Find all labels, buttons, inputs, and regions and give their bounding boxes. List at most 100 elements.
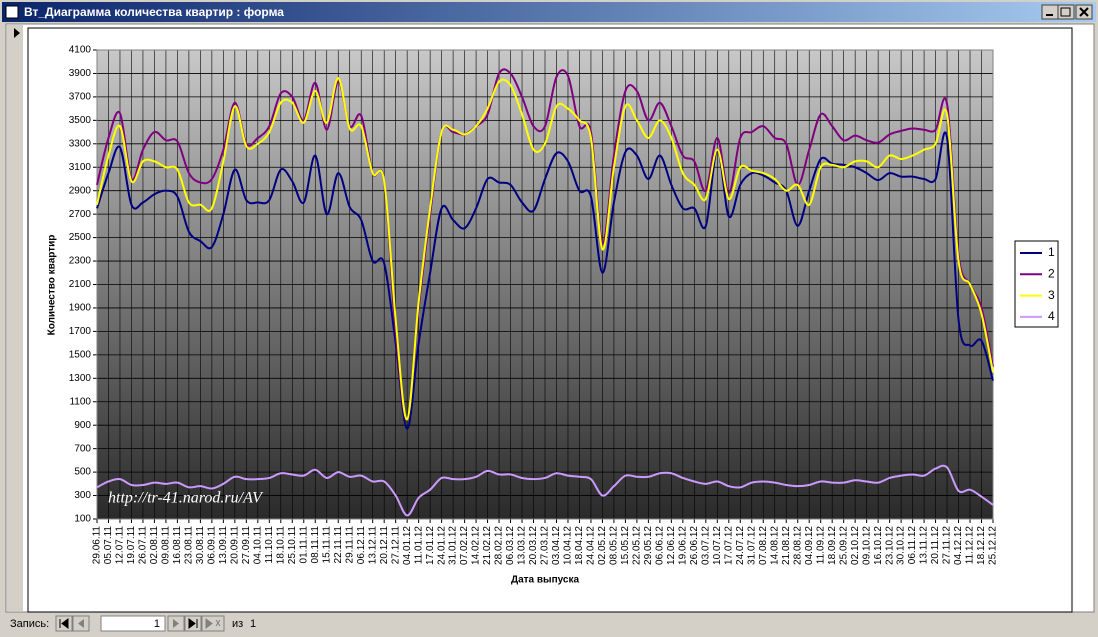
y-tick-label: 3100 <box>69 162 92 173</box>
record-selector[interactable] <box>7 25 23 611</box>
x-tick-label: 21.02.12 <box>482 526 493 565</box>
y-tick-label: 2100 <box>69 279 92 290</box>
x-tick-label: 23.08.11 <box>184 526 195 565</box>
next-glyph <box>173 619 179 628</box>
nav-of: из <box>232 618 243 630</box>
last-glyph <box>188 618 198 629</box>
x-tick-label: 06.12.11 <box>356 526 367 565</box>
prev-glyph <box>78 619 84 628</box>
x-tick-label: 10.07.12 <box>712 526 723 565</box>
y-tick-label: 900 <box>74 420 91 431</box>
y-tick-label: 2300 <box>69 256 92 267</box>
legend <box>1014 240 1059 328</box>
x-tick-label: 31.01.12 <box>448 526 459 565</box>
y-tick-label: 1900 <box>69 303 92 314</box>
y-axis-label: Количество квартир <box>47 235 58 336</box>
x-tick-label: 20.11.12 <box>930 526 941 565</box>
nav-buttons[interactable]: 1 <box>55 615 225 632</box>
x-tick-label: 04.01.12 <box>402 526 413 565</box>
x-tick-label: 02.08.11 <box>149 526 160 565</box>
x-tick-label: 18.09.12 <box>827 526 838 565</box>
x-tick-label: 18.12.12 <box>976 526 987 565</box>
x-tick-label: 28.08.12 <box>792 526 803 565</box>
title-bar <box>2 2 1096 22</box>
x-tick-label: 11.09.12 <box>815 526 826 565</box>
x-tick-label: 07.08.12 <box>758 526 769 565</box>
x-tick-label: 24.01.12 <box>436 526 447 565</box>
plot-border <box>96 49 994 520</box>
x-tick-label: 04.09.12 <box>804 526 815 565</box>
x-tick-label: 28.02.12 <box>494 526 505 565</box>
x-tick-label: 14.08.12 <box>769 526 780 565</box>
x-tick-label: 22.05.12 <box>632 526 643 565</box>
record-pointer <box>14 28 20 38</box>
y-tick-label: 700 <box>74 443 91 454</box>
x-tick-label: 17.07.12 <box>723 526 734 565</box>
x-tick-label: 08.05.12 <box>609 526 620 565</box>
maximize-button[interactable] <box>1057 4 1075 20</box>
minimize-button[interactable] <box>1041 4 1059 20</box>
nav-label: Запись: <box>10 618 49 630</box>
x-tick-label: 18.04.12 <box>574 526 585 565</box>
x-tick-label: 01.11.11 <box>298 526 309 564</box>
x-tick-label: 25.10.11 <box>287 526 298 565</box>
y-tick-label: 500 <box>74 467 91 478</box>
legend-label: 3 <box>1048 288 1055 302</box>
x-tick-label: 26.07.11 <box>138 526 149 565</box>
x-tick-label: 13.09.11 <box>218 526 229 565</box>
x-tick-label: 20.03.12 <box>528 526 539 565</box>
y-tick-label: 2700 <box>69 209 92 220</box>
series-line <box>96 464 994 517</box>
x-tick-label: 11.10.11 <box>264 526 275 564</box>
x-tick-label: 06.09.11 <box>207 526 218 565</box>
window-buttons[interactable] <box>1041 4 1093 20</box>
y-tick-label: 4100 <box>69 45 92 56</box>
window-title: Вт_Диаграмма количества квартир : форма <box>24 5 284 19</box>
new-button[interactable] <box>201 615 225 632</box>
y-tick-label: 1700 <box>69 326 92 337</box>
x-tick-label: 06.03.12 <box>505 526 516 565</box>
x-tick-label: 12.07.11 <box>115 526 126 565</box>
x-tick-label: 31.07.12 <box>746 526 757 565</box>
x-tick-label: 27.09.11 <box>241 526 252 565</box>
x-tick-label: 05.07.11 <box>103 526 114 565</box>
x-tick-label: 11.01.12 <box>413 526 424 565</box>
y-tick-label: 1300 <box>69 373 92 384</box>
x-tick-label: 04.12.12 <box>953 526 964 565</box>
y-tick-label: 1100 <box>69 396 91 407</box>
x-tick-label: 29.05.12 <box>643 526 654 565</box>
x-tick-label: 06.11.12 <box>907 526 918 565</box>
window-icon <box>5 5 19 19</box>
x-tick-label: 15.11.11 <box>321 526 332 564</box>
x-tick-label: 26.06.12 <box>689 526 700 565</box>
x-tick-label: 10.04.12 <box>563 526 574 565</box>
x-tick-label: 29.06.11 <box>92 526 103 565</box>
x-tick-label: 25.12.12 <box>988 526 999 565</box>
x-axis-label: Дата выпуска <box>511 575 580 586</box>
close-glyph <box>1079 7 1089 17</box>
status-bar <box>0 614 1098 637</box>
series-line <box>96 68 994 421</box>
record-field[interactable] <box>100 615 166 632</box>
x-tick-label: 27.11.12 <box>942 526 953 565</box>
x-tick-label: 20.09.11 <box>229 526 240 565</box>
first-glyph <box>59 618 69 629</box>
x-tick-label: 08.11.11 <box>310 526 321 564</box>
y-tick-label: 100 <box>74 514 91 525</box>
x-tick-label: 29.11.11 <box>344 526 355 564</box>
x-tick-label: 23.10.12 <box>884 526 895 565</box>
x-tick-label: 09.10.12 <box>861 526 872 565</box>
y-tick-label: 3300 <box>69 138 92 149</box>
x-tick-label: 20.12.11 <box>379 526 390 565</box>
y-tick-label: 3700 <box>69 92 92 103</box>
x-tick-label: 27.12.11 <box>390 526 401 565</box>
x-tick-label: 13.11.12 <box>919 526 930 565</box>
maximize-glyph <box>1060 7 1071 17</box>
x-tick-label: 13.12.11 <box>367 526 378 565</box>
new-glyph <box>205 618 221 629</box>
x-tick-label: 13.03.12 <box>517 526 528 565</box>
chart: 100 300 500 700 900 1100 1300 1500 1700 1900 2100 2… <box>69 45 999 565</box>
x-tick-label: 19.07.11 <box>126 526 137 565</box>
legend-label: 4 <box>1048 309 1055 323</box>
x-tick-label: 15.05.12 <box>620 526 631 565</box>
